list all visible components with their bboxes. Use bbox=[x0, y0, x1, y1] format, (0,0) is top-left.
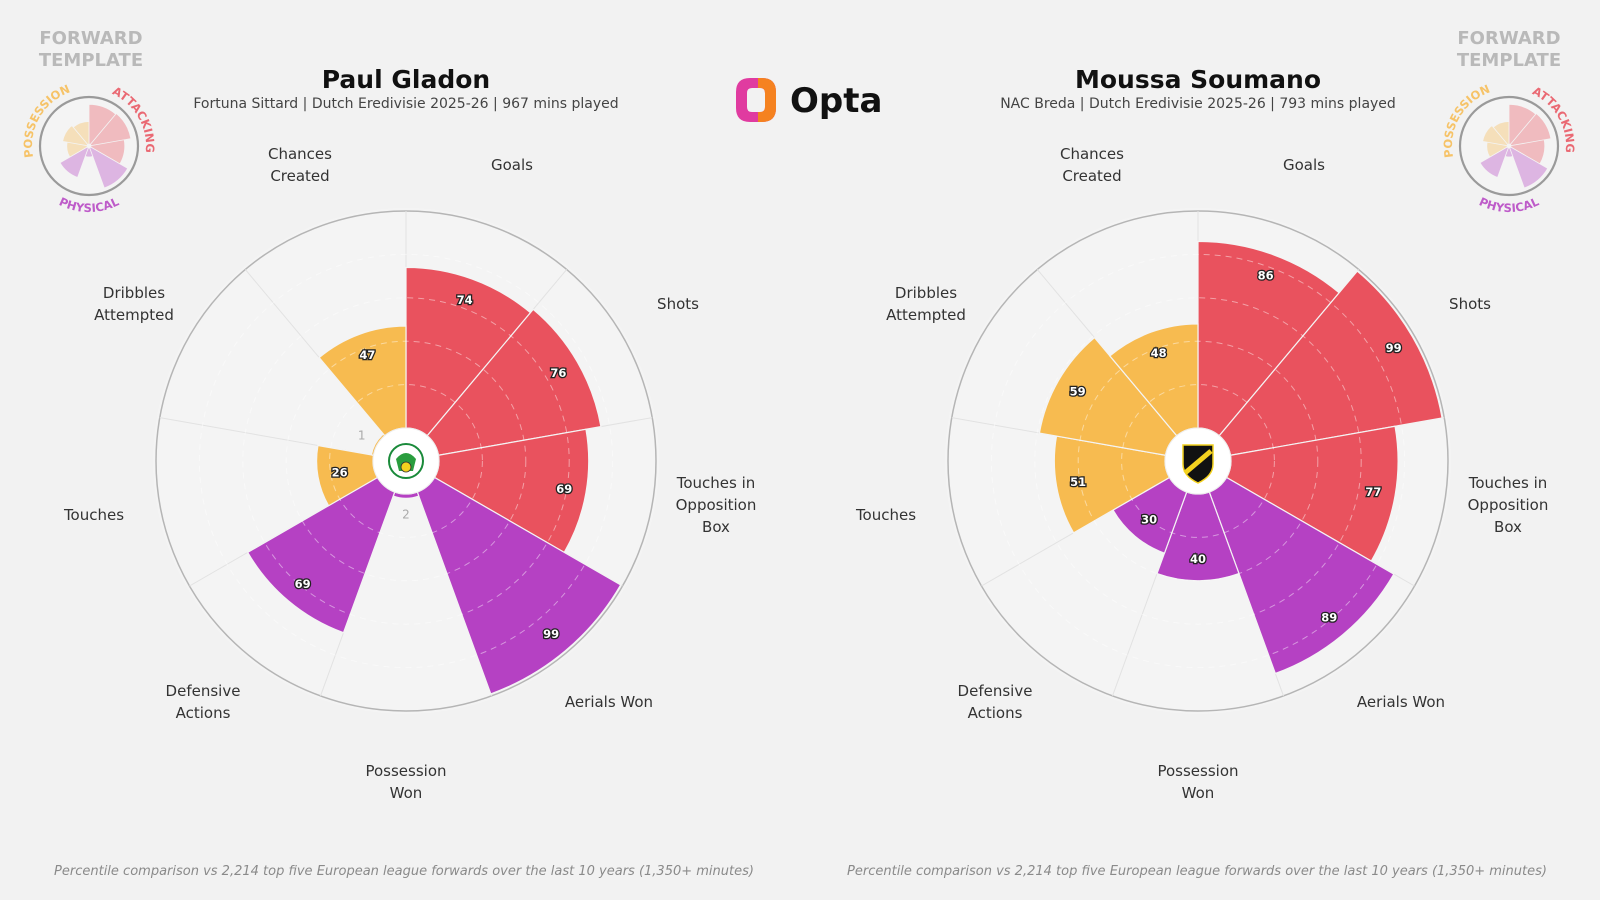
value-label-aerials-won: 99 bbox=[543, 627, 559, 641]
value-label-possession-won: 2 bbox=[402, 507, 410, 521]
opta-logo-mark bbox=[736, 78, 776, 122]
template-category-physical: PHYSICAL bbox=[57, 194, 122, 215]
axis-label-touches-in-opposition-box: Touches in Opposition Box bbox=[1468, 474, 1549, 536]
mini-wedge bbox=[72, 121, 90, 146]
template-badge-left: FORWARD TEMPLATE ATTACKINGPHYSICALPOSSES… bbox=[21, 28, 157, 215]
mini-wedge bbox=[88, 103, 117, 146]
ring-guide bbox=[329, 384, 483, 538]
axis-label-chances-created: Chances Created bbox=[268, 145, 332, 185]
axis-label-possession-won: Possession Won bbox=[365, 762, 446, 802]
axis-label-dribbles-attempted: Dribbles Attempted bbox=[94, 284, 174, 324]
axis-label-touches: Touches bbox=[63, 506, 124, 524]
axis-label-possession-won: Possession Won bbox=[1157, 762, 1238, 802]
axis-label-dribbles-attempted: Dribbles Attempted bbox=[886, 284, 966, 324]
mini-wedge bbox=[1509, 146, 1549, 189]
mini-wedge bbox=[1482, 124, 1509, 147]
opta-wordmark: Opta bbox=[790, 81, 882, 121]
mini-wedge bbox=[90, 139, 126, 165]
value-label-touches: 26 bbox=[332, 466, 348, 480]
value-label-chances-created: 47 bbox=[359, 348, 375, 362]
template-title-line1: FORWARD bbox=[1457, 28, 1560, 49]
mini-ring bbox=[38, 95, 140, 197]
mini-wedge bbox=[89, 112, 132, 147]
mini-wedge bbox=[1486, 141, 1508, 158]
value-label-dribbles-attempted: 1 bbox=[358, 428, 366, 442]
value-label-defensive-actions: 69 bbox=[295, 577, 311, 591]
fortuna-sittard-crest bbox=[388, 443, 424, 479]
mini-wedge bbox=[59, 146, 89, 178]
axis-label-touches: Touches bbox=[855, 506, 916, 524]
value-label-touches-in-opposition-box: 77 bbox=[1365, 485, 1381, 499]
axis-label-shots: Shots bbox=[657, 295, 699, 313]
template-category-physical: PHYSICAL bbox=[1477, 194, 1542, 215]
axis-label-goals: Goals bbox=[1283, 156, 1325, 174]
axis-label-chances-created: Chances Created bbox=[1060, 145, 1124, 185]
nac-breda-crest bbox=[1182, 444, 1214, 484]
player-2-name: Moussa Soumano bbox=[1075, 65, 1321, 94]
mini-wedge bbox=[1492, 121, 1510, 146]
ring-guide bbox=[1121, 384, 1275, 538]
value-label-goals: 74 bbox=[457, 293, 473, 307]
player-2-subtitle: NAC Breda | Dutch Eredivisie 2025-26 | 7… bbox=[1000, 96, 1396, 112]
footnote-right: Percentile comparison vs 2,214 top five … bbox=[847, 864, 1547, 879]
template-title-line2: TEMPLATE bbox=[1457, 50, 1561, 71]
value-label-chances-created: 48 bbox=[1151, 346, 1167, 360]
mini-wedge bbox=[1510, 139, 1546, 165]
ring-guide bbox=[1077, 340, 1319, 582]
value-label-touches-in-opposition-box: 69 bbox=[556, 482, 572, 496]
mini-wedge bbox=[62, 124, 89, 147]
template-title-line1: FORWARD bbox=[39, 28, 142, 49]
mini-wedge bbox=[1508, 103, 1537, 146]
footnote-left: Percentile comparison vs 2,214 top five … bbox=[54, 864, 754, 879]
mini-wedge bbox=[1479, 146, 1509, 178]
axis-label-goals: Goals bbox=[491, 156, 533, 174]
ring-guide bbox=[285, 340, 527, 582]
axis-label-aerials-won: Aerials Won bbox=[1357, 693, 1445, 711]
value-label-possession-won: 40 bbox=[1190, 552, 1206, 566]
axis-label-defensive-actions: Defensive Actions bbox=[958, 682, 1033, 722]
ring-guide bbox=[242, 297, 570, 625]
value-label-goals: 86 bbox=[1258, 268, 1274, 282]
axis-label-aerials-won: Aerials Won bbox=[565, 693, 653, 711]
ring-guide bbox=[1034, 297, 1362, 625]
value-label-shots: 76 bbox=[550, 366, 566, 380]
axis-label-shots: Shots bbox=[1449, 295, 1491, 313]
value-label-shots: 99 bbox=[1386, 341, 1402, 355]
player-1-subtitle: Fortuna Sittard | Dutch Eredivisie 2025-… bbox=[193, 96, 618, 112]
ring-guide bbox=[198, 253, 614, 669]
opta-logo: Opta bbox=[736, 78, 882, 122]
value-label-aerials-won: 89 bbox=[1321, 610, 1337, 624]
value-label-defensive-actions: 30 bbox=[1141, 512, 1157, 526]
ring-guide bbox=[990, 253, 1406, 669]
template-title-line2: TEMPLATE bbox=[39, 50, 143, 71]
mini-wedge bbox=[66, 141, 88, 158]
template-badge-right: FORWARD TEMPLATE ATTACKINGPHYSICALPOSSES… bbox=[1441, 28, 1577, 215]
mini-wedge bbox=[84, 147, 94, 158]
value-label-dribbles-attempted: 59 bbox=[1070, 384, 1086, 398]
mini-wedge bbox=[1504, 147, 1514, 158]
value-label-touches: 51 bbox=[1070, 475, 1086, 489]
mini-ring bbox=[1458, 95, 1560, 197]
mini-wedge bbox=[89, 146, 129, 189]
player-1-name: Paul Gladon bbox=[322, 65, 490, 94]
axis-label-touches-in-opposition-box: Touches in Opposition Box bbox=[676, 474, 757, 536]
axis-label-defensive-actions: Defensive Actions bbox=[166, 682, 241, 722]
mini-wedge bbox=[1509, 112, 1552, 147]
